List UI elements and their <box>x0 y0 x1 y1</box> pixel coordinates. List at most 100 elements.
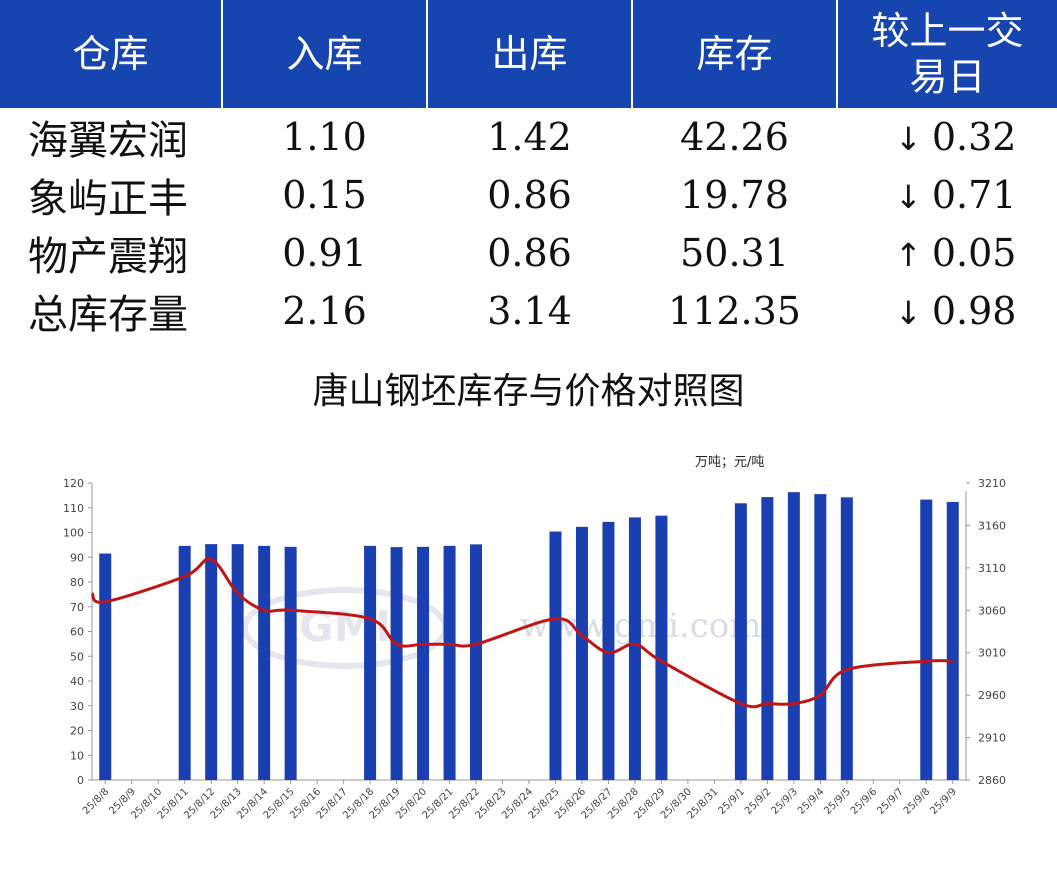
warehouse-name: 海翼宏润 <box>28 118 188 164</box>
y2-tick-label: 3160 <box>978 519 1006 532</box>
x-tick-label: 25/9/1 <box>716 786 747 817</box>
arrow-down-icon: ↓ <box>895 120 922 158</box>
bar <box>284 546 297 780</box>
inbound-value: 0.91 <box>282 231 367 275</box>
y2-tick-label: 3110 <box>978 562 1006 575</box>
table-row: 象屿正丰 0.15 0.86 19.78 ↓ 0.71 <box>0 166 1057 224</box>
y-tick-label: 40 <box>70 675 84 688</box>
y-tick-label: 110 <box>63 502 84 515</box>
price-line <box>90 557 953 709</box>
x-tick-labels: 25/8/825/8/925/8/1025/8/1125/8/1225/8/13… <box>81 786 959 821</box>
bar <box>178 545 191 780</box>
y2-tick-label: 2860 <box>978 774 1006 787</box>
y-tick-label: 50 <box>70 650 84 663</box>
gmi-watermark-logo: GMI <box>242 587 448 669</box>
table-row: 总库存量 2.16 3.14 112.35 ↓ 0.98 <box>0 282 1057 340</box>
outbound-value: 0.86 <box>487 231 572 275</box>
y-tick-label: 120 <box>63 477 84 490</box>
table-header-row: 仓库 入库 出库 库存 较上一交易日 <box>0 0 1057 108</box>
y-tick-label: 100 <box>63 527 84 540</box>
x-tick-label: 25/9/7 <box>875 786 906 817</box>
header-outbound: 出库 <box>426 0 632 108</box>
header-change: 较上一交易日 <box>836 0 1057 108</box>
bar <box>364 545 377 780</box>
change-value: 0.98 <box>931 289 1017 333</box>
arrow-down-icon: ↓ <box>895 294 922 332</box>
x-tick-label: 25/9/8 <box>902 786 933 817</box>
change-value: 0.32 <box>931 115 1017 159</box>
warehouse-name: 象屿正丰 <box>28 176 188 222</box>
bar <box>946 501 959 780</box>
y-tick-label: 70 <box>70 601 84 614</box>
bar <box>628 517 641 780</box>
y2-tick-label: 3210 <box>978 477 1006 490</box>
warehouse-name: 物产震翔 <box>28 234 188 280</box>
bar <box>99 553 112 780</box>
bar <box>417 546 430 780</box>
inventory-price-chart: GMI www.gmi.com 万吨；元/吨 01020304050607080… <box>63 455 1006 821</box>
bar <box>258 545 271 780</box>
inbound-value: 1.10 <box>282 115 367 159</box>
y2-tick-label: 2910 <box>978 732 1006 745</box>
bar <box>549 531 562 780</box>
table-row: 物产震翔 0.91 0.86 50.31 ↑ 0.05 <box>0 224 1057 282</box>
warehouse-name: 总库存量 <box>28 292 188 338</box>
y-tick-label: 30 <box>70 700 84 713</box>
x-tick-label: 25/9/9 <box>928 786 959 817</box>
bar <box>390 547 403 780</box>
bar <box>231 544 244 780</box>
y2-tick-label: 2960 <box>978 689 1006 702</box>
bar <box>205 544 218 780</box>
unit-label: 万吨；元/吨 <box>695 455 764 470</box>
outbound-value: 3.14 <box>487 289 572 333</box>
bar <box>761 497 774 780</box>
y-tick-label: 80 <box>70 576 84 589</box>
stock-value: 19.78 <box>680 173 789 217</box>
header-inbound: 入库 <box>221 0 427 108</box>
inbound-value: 0.15 <box>282 173 367 217</box>
bar <box>655 515 668 780</box>
x-tick-label: 25/9/5 <box>822 786 853 817</box>
x-tick-label: 25/9/3 <box>769 786 800 817</box>
y-tick-label: 60 <box>70 626 84 639</box>
bar <box>470 544 483 780</box>
inbound-value: 2.16 <box>282 289 367 333</box>
x-tick-label: 25/8/8 <box>81 786 112 817</box>
bar <box>734 503 747 780</box>
svg-text:GMI: GMI <box>299 602 391 651</box>
y-tick-label: 10 <box>70 749 84 762</box>
change-cell: ↓ 0.98 <box>837 282 1057 340</box>
bar <box>602 521 615 780</box>
bar <box>814 494 827 780</box>
arrow-up-icon: ↑ <box>895 236 922 274</box>
y2-tick-label: 3060 <box>978 604 1006 617</box>
axes-group: 0 10 20 30 40 50 60 70 80 90 100 110 120 2860 2910 2960… <box>63 477 1006 787</box>
x-tick-label: 25/9/6 <box>849 786 880 817</box>
arrow-down-icon: ↓ <box>895 178 922 216</box>
outbound-value: 0.86 <box>487 173 572 217</box>
stock-value: 42.26 <box>680 115 789 159</box>
bar-series <box>99 492 959 780</box>
bar <box>443 545 456 780</box>
y-tick-label: 0 <box>77 774 84 787</box>
y2-tick-label: 3010 <box>978 647 1006 660</box>
bar <box>920 499 933 780</box>
header-stock: 库存 <box>631 0 837 108</box>
inventory-table-wrap: 仓库 入库 出库 库存 较上一交易日 海翼宏润 1.10 1.42 42.26 … <box>0 0 1057 342</box>
table-row: 海翼宏润 1.10 1.42 42.26 ↓ 0.32 <box>0 108 1057 166</box>
bar <box>575 526 588 780</box>
change-value: 0.05 <box>931 231 1017 275</box>
change-cell: ↓ 0.32 <box>837 108 1057 166</box>
bar <box>787 492 800 780</box>
change-cell: ↑ 0.05 <box>837 224 1057 282</box>
change-value: 0.71 <box>931 173 1017 217</box>
inventory-table: 仓库 入库 出库 库存 较上一交易日 海翼宏润 1.10 1.42 42.26 … <box>0 0 1057 340</box>
header-warehouse: 仓库 <box>0 0 222 108</box>
change-cell: ↓ 0.71 <box>837 166 1057 224</box>
bar <box>840 497 853 780</box>
x-tick-label: 25/9/2 <box>743 786 774 817</box>
y-tick-label: 90 <box>70 551 84 564</box>
stock-value: 112.35 <box>668 289 801 333</box>
outbound-value: 1.42 <box>487 115 572 159</box>
y-tick-label: 20 <box>70 725 84 738</box>
